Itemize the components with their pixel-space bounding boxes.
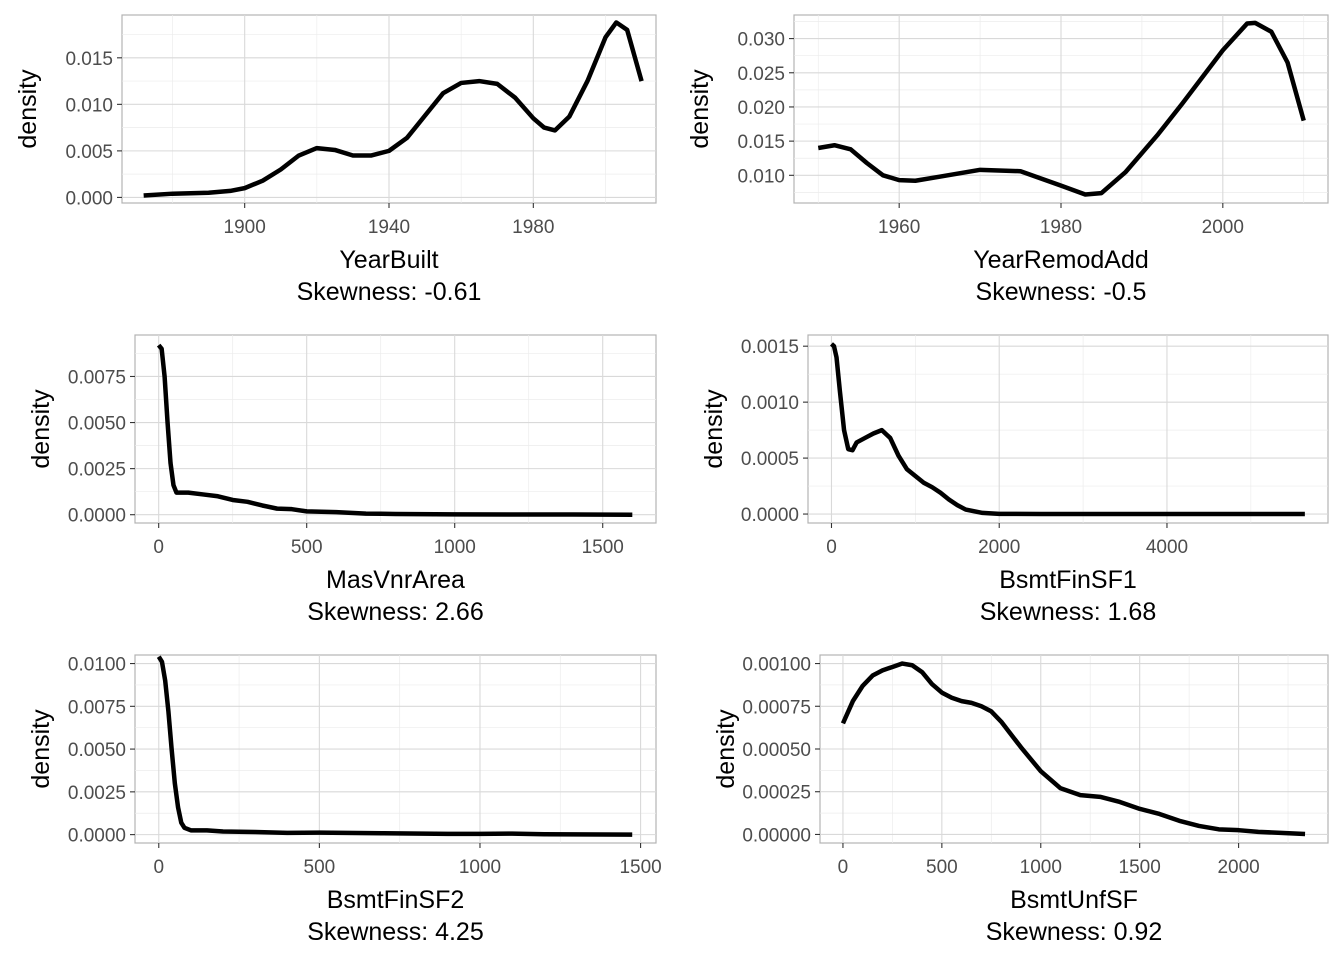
y-tick-label: 0.0000 <box>741 505 799 526</box>
y-tick-label: 0.0050 <box>68 740 126 761</box>
x-tick-label: 0 <box>153 857 164 878</box>
density-line <box>156 655 633 837</box>
skewness-label: Skewness: 1.68 <box>980 598 1157 626</box>
x-tick-label: 2000 <box>978 537 1020 558</box>
panel-bsmtunfsf: 0 500 1000 1500 2000 0.00000 0.00025 0.00050 0.0… <box>712 654 1329 946</box>
y-tick-label: 0.0000 <box>68 826 126 847</box>
panel-yearbuilt: 1900 1940 1980 0.000 0.005 0.010 0.015 density Y… <box>14 14 657 306</box>
y-tick-label: 0.0000 <box>68 506 126 527</box>
x-tick-label: 1900 <box>224 217 266 238</box>
density-line <box>143 20 644 198</box>
y-tick-label: 0.0100 <box>68 655 126 676</box>
density-line <box>156 343 633 517</box>
x-axis-title: YearRemodAdd <box>973 246 1149 274</box>
panel-yearremodadd: 1960 1980 2000 0.010 0.015 0.020 0.025 0.030 den… <box>686 14 1329 306</box>
x-tick-label: 2000 <box>1217 857 1259 878</box>
y-tick-label: 0.010 <box>737 166 785 187</box>
skewness-label: Skewness: 2.66 <box>307 598 484 626</box>
y-tick-label: 0.015 <box>65 49 113 70</box>
y-axis-title: density <box>27 389 55 469</box>
skewness-label: Skewness: -0.5 <box>976 278 1147 306</box>
y-tick-label: 0.00025 <box>742 783 811 804</box>
x-tick-label: 500 <box>926 857 958 878</box>
x-tick-label: 1000 <box>434 537 476 558</box>
y-tick-label: 0.025 <box>737 64 785 85</box>
y-tick-label: 0.0010 <box>741 393 799 414</box>
x-tick-label: 1500 <box>582 537 624 558</box>
x-axis-title: MasVnrArea <box>326 566 465 594</box>
x-tick-label: 1980 <box>512 217 554 238</box>
y-tick-label: 0.0050 <box>68 414 126 435</box>
x-axis-title: YearBuilt <box>339 246 438 274</box>
x-tick-label: 1500 <box>619 857 661 878</box>
x-tick-label: 1000 <box>459 857 501 878</box>
y-tick-label: 0.0075 <box>68 697 126 718</box>
x-tick-label: 500 <box>291 537 323 558</box>
x-tick-label: 1500 <box>1119 857 1161 878</box>
x-axis-title: BsmtFinSF2 <box>327 886 465 914</box>
y-axis-title: density <box>700 389 728 469</box>
density-line <box>817 20 1306 197</box>
y-tick-label: 0.020 <box>737 98 785 119</box>
y-tick-label: 0.005 <box>65 142 113 163</box>
skewness-label: Skewness: 4.25 <box>307 918 484 946</box>
x-tick-label: 1000 <box>1020 857 1062 878</box>
panel-bsmtfinsf1: 0 2000 4000 0.0000 0.0005 0.0010 0.0015 density… <box>700 334 1329 626</box>
x-tick-label: 0 <box>153 537 164 558</box>
y-tick-label: 0.0075 <box>68 367 126 388</box>
y-axis-title: density <box>27 709 55 789</box>
y-tick-label: 0.0025 <box>68 460 126 481</box>
density-line <box>840 661 1306 837</box>
y-tick-label: 0.015 <box>737 132 785 153</box>
density-line <box>829 342 1305 517</box>
plot-background <box>807 334 1329 524</box>
y-tick-label: 0.00100 <box>742 655 811 676</box>
y-axis-title: density <box>712 709 740 789</box>
x-tick-label: 1980 <box>1040 217 1082 238</box>
y-tick-label: 0.0015 <box>741 337 799 358</box>
skewness-label: Skewness: -0.61 <box>297 278 482 306</box>
y-tick-label: 0.00000 <box>742 825 811 846</box>
y-tick-label: 0.010 <box>65 95 113 116</box>
x-tick-label: 1940 <box>368 217 410 238</box>
x-axis-title: BsmtUnfSF <box>1010 886 1138 914</box>
panel-bsmtfinsf2: 0 500 1000 1500 0.0000 0.0025 0.0050 0.0075 0.01… <box>27 654 662 946</box>
y-tick-label: 0.0025 <box>68 783 126 804</box>
panel-masvnrarea: 0 500 1000 1500 0.0000 0.0025 0.0050 0.0075 dens… <box>27 334 657 626</box>
skewness-label: Skewness: 0.92 <box>986 918 1163 946</box>
y-tick-label: 0.00075 <box>742 697 811 718</box>
y-tick-label: 0.00050 <box>742 740 811 761</box>
x-tick-label: 1960 <box>878 217 920 238</box>
x-tick-label: 4000 <box>1146 537 1188 558</box>
y-tick-label: 0.0005 <box>741 449 799 470</box>
x-tick-label: 0 <box>826 537 837 558</box>
y-axis-title: density <box>14 69 42 149</box>
y-tick-label: 0.030 <box>737 30 785 51</box>
x-tick-label: 0 <box>838 857 849 878</box>
x-tick-label: 500 <box>304 857 336 878</box>
x-tick-label: 2000 <box>1202 217 1244 238</box>
y-axis-title: density <box>686 69 714 149</box>
y-tick-label: 0.000 <box>65 188 113 209</box>
x-axis-title: BsmtFinSF1 <box>999 566 1137 594</box>
